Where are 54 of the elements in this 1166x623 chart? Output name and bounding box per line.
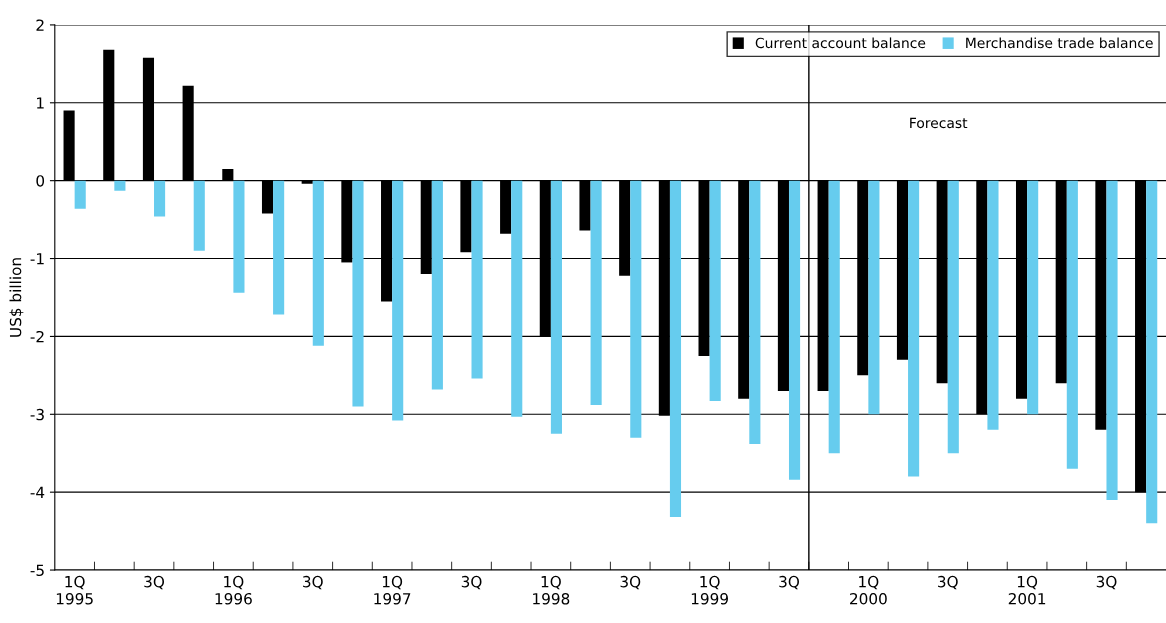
x-tick-label: 3Q (938, 575, 958, 590)
bar (1066, 180, 1078, 469)
x-tick-label: 1Q 1999 (691, 575, 728, 605)
bar (1106, 180, 1118, 500)
bar (709, 180, 721, 402)
bar (193, 180, 205, 251)
bar (352, 180, 364, 407)
bar (630, 180, 642, 438)
bar (154, 180, 166, 217)
y-tick-label: -3 (30, 408, 44, 421)
x-tick-label: 3Q (1096, 575, 1117, 590)
bar (788, 180, 801, 480)
y-tick-label: -4 (30, 486, 45, 498)
bar (471, 180, 483, 379)
bar (114, 180, 126, 191)
bar (590, 180, 602, 405)
x-tick-label: 3Q (461, 575, 482, 590)
x-tick-label: 1Q 1995 (56, 575, 93, 605)
annotation: Forecast (910, 117, 968, 129)
x-tick-label: 3Q (779, 575, 799, 590)
y-tick-label: -2 (30, 330, 44, 343)
legend-label: Merchandise trade balance (966, 37, 1153, 49)
y-axis-title: US$ billion (9, 258, 24, 337)
bar (431, 180, 443, 390)
bar (312, 180, 324, 346)
x-tick-label: 3Q (303, 575, 323, 590)
y-tick-label: -1 (30, 253, 44, 265)
x-tick-label: 1Q 1996 (215, 575, 252, 605)
bar (74, 180, 86, 209)
bar (1146, 180, 1158, 524)
bar (868, 180, 880, 415)
bar (233, 180, 245, 293)
bar (1027, 180, 1039, 415)
bar (669, 180, 682, 518)
bar (987, 180, 999, 430)
x-tick-label: 1Q 1998 (533, 575, 570, 605)
x-tick-label: 1Q 1997 (374, 575, 411, 605)
x-tick-label: 3Q (144, 575, 165, 590)
bar (550, 180, 562, 434)
y-tick-label: -5 (30, 564, 44, 577)
bar (908, 180, 920, 477)
legend-label: Current account balance (755, 37, 926, 49)
bar (828, 180, 840, 454)
y-tick-label: 1 (37, 97, 44, 109)
x-tick-label: 1Q 2000 (850, 575, 887, 605)
bar (749, 180, 761, 444)
bar (947, 180, 959, 454)
y-tick-label: 0 (36, 175, 45, 187)
bar (392, 180, 404, 421)
y-tick-label: 2 (36, 19, 44, 31)
x-tick-label: 3Q (620, 575, 641, 590)
bar (273, 180, 285, 315)
bar (511, 180, 523, 417)
x-tick-label: 1Q 2001 (1008, 575, 1046, 605)
